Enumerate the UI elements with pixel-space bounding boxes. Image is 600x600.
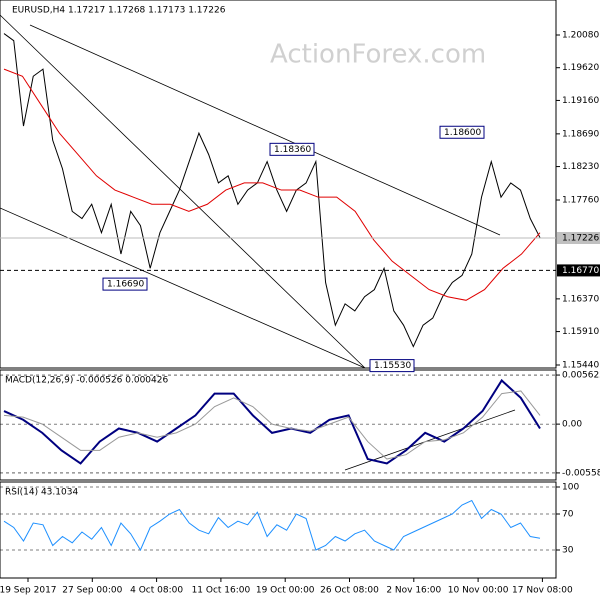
series-line (3, 499, 541, 552)
y-tick-label: 1.16370 (562, 294, 599, 304)
price-panel (0, 0, 557, 369)
y-tick-label: 30 (562, 546, 574, 556)
annotation-box (439, 125, 485, 139)
y-tick-label: 100 (562, 483, 579, 493)
y-tick-label: 1.15440 (562, 361, 599, 371)
y-tick-label: 0.00 (562, 420, 582, 430)
annotation-box (269, 142, 315, 156)
y-tick-label: 70 (562, 510, 574, 520)
rsi-panel (0, 481, 557, 579)
series-line (3, 390, 541, 460)
watermark: ActionForex.com (270, 40, 486, 70)
y-tick-label: 1.19620 (562, 63, 599, 73)
chart-title: EURUSD,H4 1.17217 1.17268 1.17173 1.1722… (12, 6, 226, 16)
x-tick-label: 19 Oct 00:00 (256, 586, 315, 596)
series-line (3, 33, 541, 348)
y-tick-label: 1.18230 (562, 162, 599, 172)
x-tick-label: 27 Sep 00:00 (62, 586, 122, 596)
series-line (3, 378, 541, 465)
y-tick-label: 1.20080 (562, 30, 599, 40)
trend-line (344, 409, 516, 471)
annotation-label: 1.16690 (107, 280, 144, 290)
x-tick-label: 2 Nov 16:00 (386, 586, 441, 596)
y-tick-label: 1.15910 (562, 327, 599, 337)
annotation-box (102, 277, 148, 291)
trend-line (0, 207, 366, 369)
macd-label: MACD(12,26,9) -0.000526 0.000426 (5, 376, 168, 386)
x-tick-label: 17 Nov 08:00 (512, 586, 573, 596)
current-box (557, 231, 600, 244)
annotation-label: 1.18600 (444, 128, 481, 138)
rsi-label: RSI(14) 43.1034 (5, 488, 78, 498)
y-tick-label: 0.005622 (562, 371, 600, 381)
x-tick-label: 26 Oct 08:00 (320, 586, 379, 596)
x-tick-label: 4 Oct 08:00 (130, 586, 183, 596)
trend-line (0, 14, 366, 369)
level-box (557, 264, 600, 277)
y-tick-label: 1.18690 (562, 129, 599, 139)
level-label: 1.16770 (562, 266, 599, 276)
annotation-label: 1.18360 (274, 145, 311, 155)
annotation-label: 1.15530 (374, 361, 411, 371)
current-label: 1.17226 (562, 233, 599, 243)
x-tick-label: 19 Sep 2017 (0, 586, 57, 596)
y-tick-label: 1.17760 (562, 196, 599, 206)
x-tick-label: 11 Oct 16:00 (192, 586, 251, 596)
macd-panel (0, 369, 557, 481)
trend-line (29, 24, 501, 236)
series-line (3, 68, 541, 301)
x-tick-label: 10 Nov 00:00 (448, 586, 509, 596)
y-tick-label: -0.005588 (562, 468, 600, 478)
annotation-box (369, 359, 415, 373)
y-tick-label: 1.19160 (562, 96, 599, 106)
